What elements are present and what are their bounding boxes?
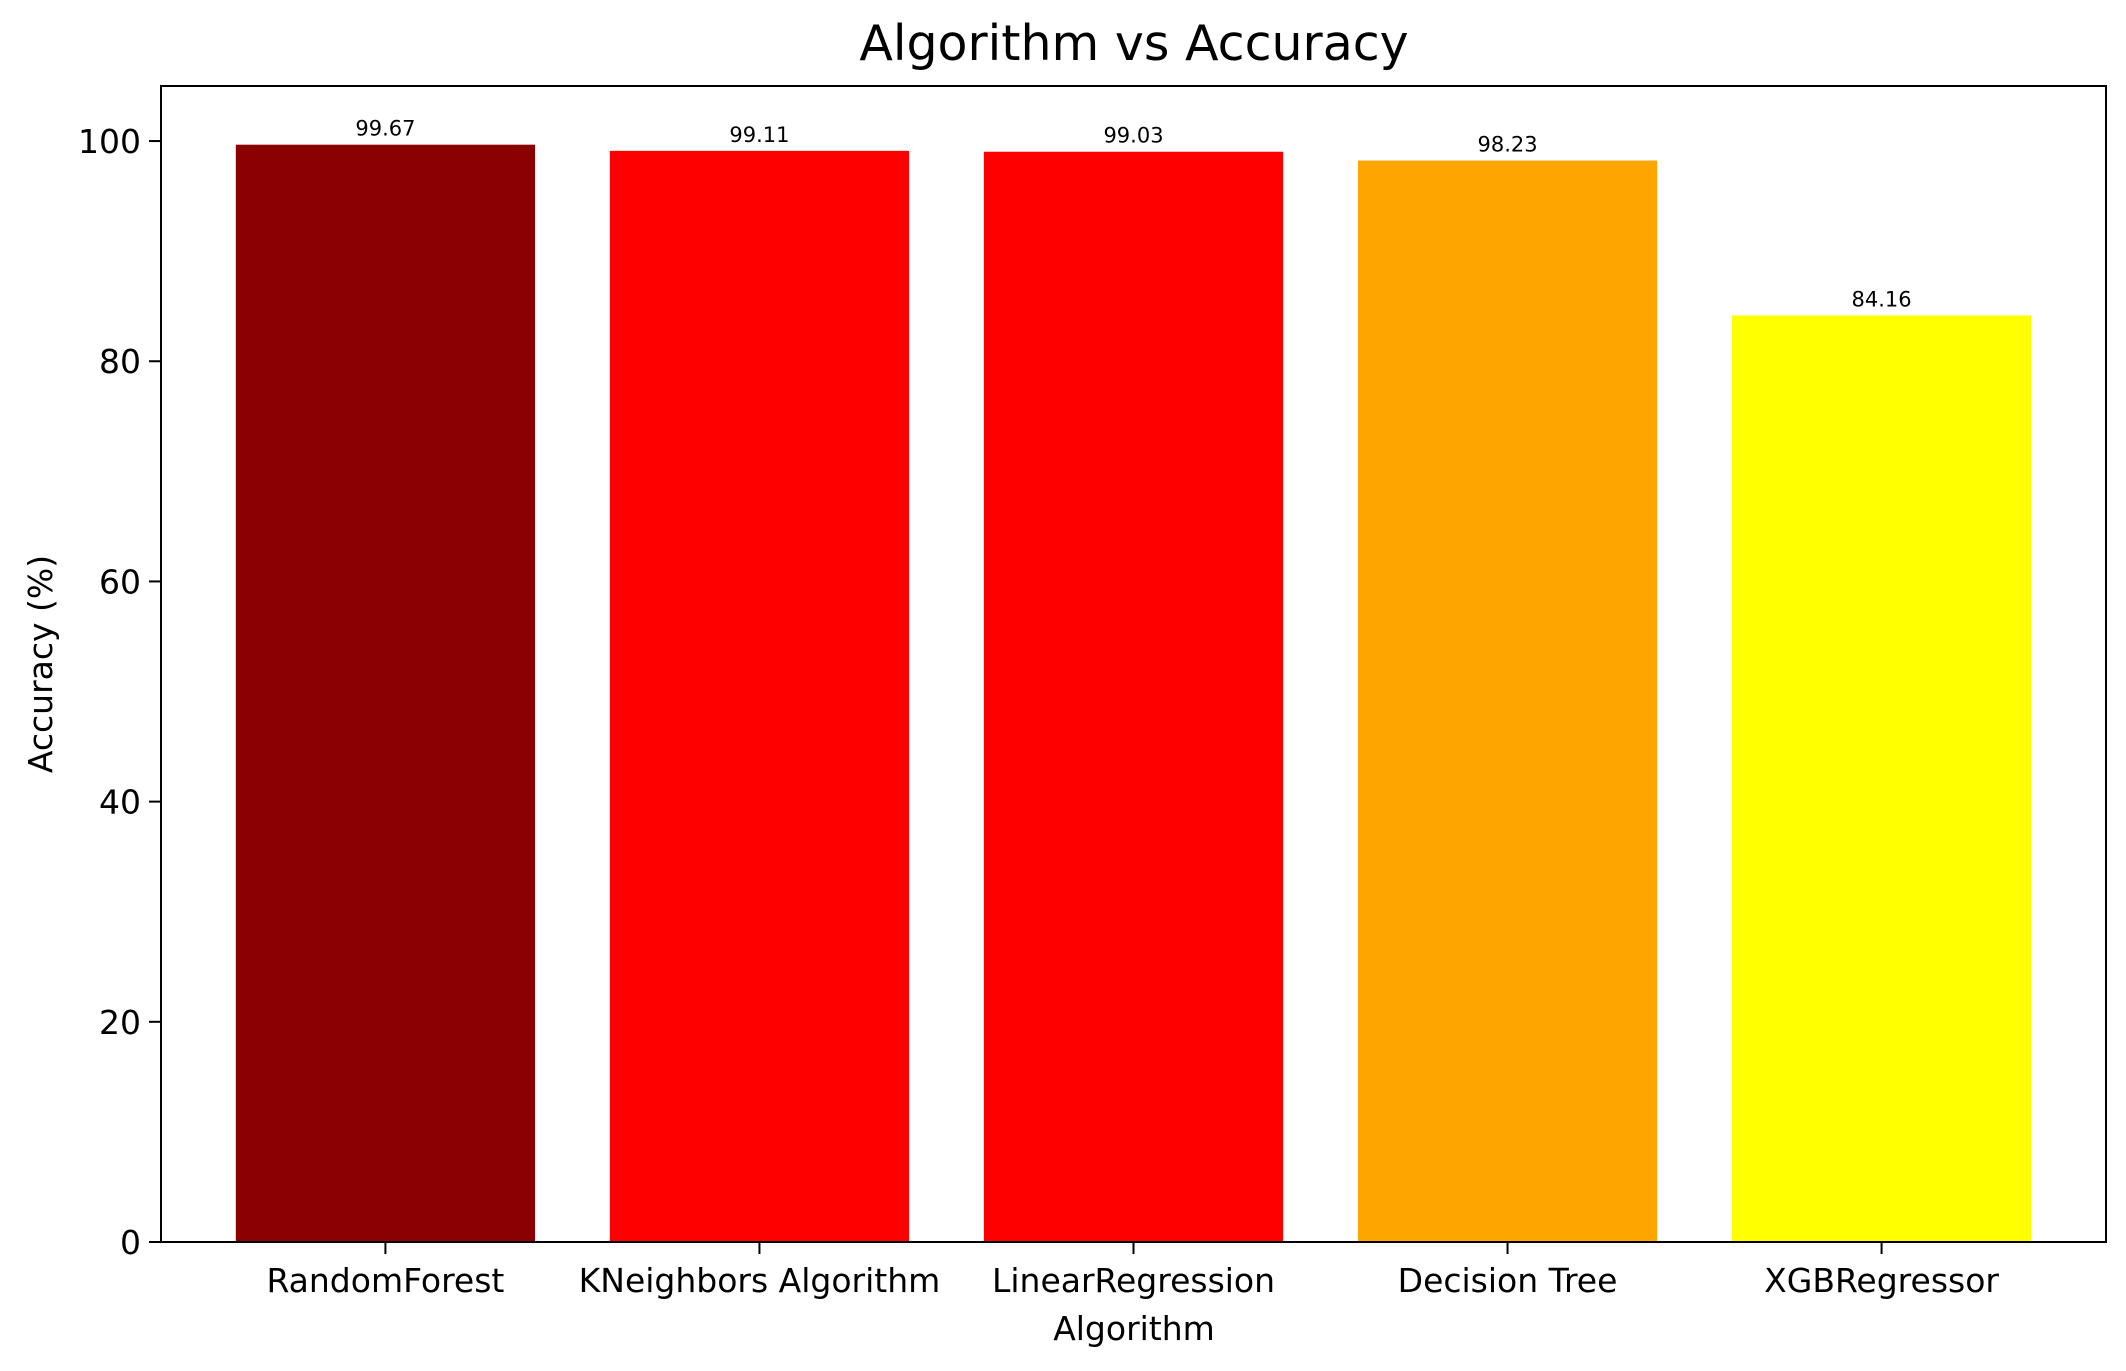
chart-title: Algorithm vs Accuracy	[859, 15, 1408, 72]
x-axis-label: Algorithm	[1053, 1309, 1215, 1348]
y-tick-label-2: 40	[99, 783, 141, 822]
x-tick-label-4: XGBRegressor	[1764, 1261, 1999, 1300]
y-tick-label-5: 100	[78, 122, 141, 161]
bar-1	[609, 150, 910, 1243]
y-tick-label-3: 60	[99, 562, 141, 601]
bar-4	[1731, 315, 2032, 1242]
plot-frame	[160, 85, 2107, 1243]
y-tick-label-4: 80	[99, 342, 141, 381]
bars-layer: 99.67 99.11 99.03 98.23 84.16	[235, 117, 2032, 1243]
y-tick-label-0: 0	[120, 1223, 141, 1262]
x-tick-label-0: RandomForest	[266, 1261, 504, 1300]
data-label-2: 99.03	[1103, 124, 1163, 148]
data-label-4: 84.16	[1852, 287, 1912, 311]
bar-2	[983, 151, 1284, 1243]
axes-layer: RandomForest KNeighbors Algorithm LinearRe…	[78, 85, 2107, 1300]
data-label-0: 99.67	[355, 117, 415, 141]
data-label-1: 99.11	[729, 123, 789, 147]
data-label-3: 98.23	[1477, 133, 1537, 157]
y-axis-label: Accuracy (%)	[21, 555, 60, 773]
x-tick-label-3: Decision Tree	[1398, 1261, 1618, 1300]
y-tick-label-1: 20	[99, 1003, 141, 1042]
bar-3	[1357, 160, 1658, 1243]
bar-0	[235, 144, 536, 1242]
x-tick-label-1: KNeighbors Algorithm	[579, 1261, 941, 1300]
x-tick-label-2: LinearRegression	[992, 1261, 1275, 1300]
